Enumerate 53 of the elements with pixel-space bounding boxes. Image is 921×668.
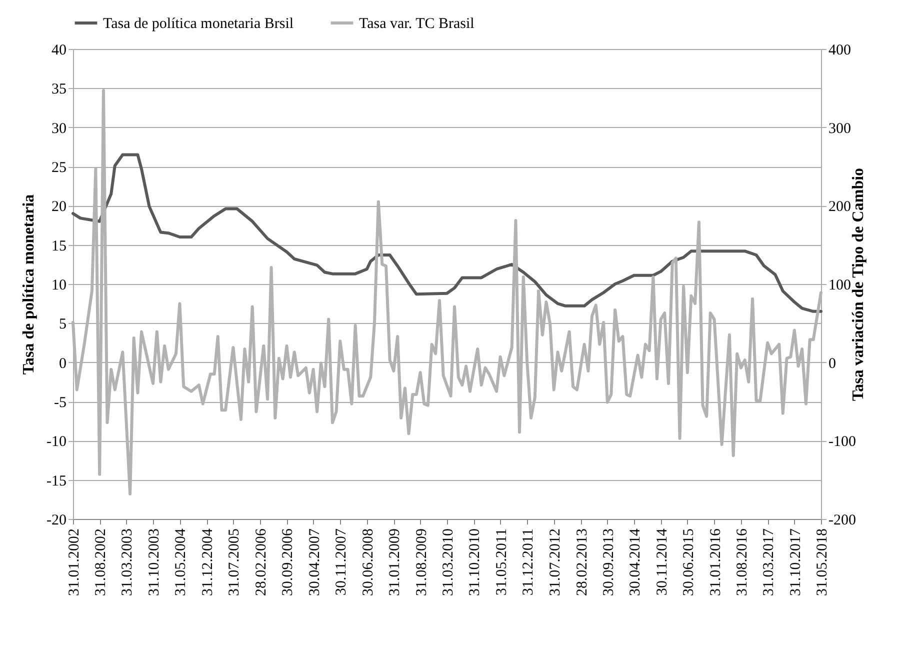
x-tick-label: 30.11.2007 xyxy=(334,528,350,596)
x-tick-label: 30.11.2014 xyxy=(654,528,670,596)
x-tick-label: 31.12.2011 xyxy=(520,528,537,596)
x-tick-label: 30.06.2015 xyxy=(680,528,697,596)
x-tick-label: 31.01.2009 xyxy=(387,528,404,596)
x-tick-label: 31.01.2002 xyxy=(66,528,82,596)
y-tick-label: 5 xyxy=(59,316,66,333)
x-tick-label: 31.07.2012 xyxy=(547,528,564,596)
y-tick-label: -10 xyxy=(46,434,66,450)
x-tick-label: 30.04.2007 xyxy=(306,528,323,596)
y2-tick-label: 400 xyxy=(828,42,851,58)
y-tick-label: -5 xyxy=(54,395,66,411)
x-tick-label: 31.03.2003 xyxy=(120,528,136,596)
x-tick-label: 31.03.2010 xyxy=(440,528,456,596)
y-tick-label: 40 xyxy=(52,42,66,58)
x-tick-label: 31.03.2017 xyxy=(761,528,778,596)
x-tick-label: 30.09.2013 xyxy=(600,528,617,596)
x-tick-label: 31.05.2018 xyxy=(814,528,830,596)
y-tick-label: -15 xyxy=(46,473,66,490)
y2-axis-title: Tasa variación de Tipo de Cambio xyxy=(850,168,867,402)
x-tick-label: 31.10.2003 xyxy=(146,528,163,596)
x-tick-label: 31.08.2009 xyxy=(414,528,430,596)
x-tick-label: 30.04.2014 xyxy=(628,528,644,596)
legend-label: Tasa de política monetaria Brsil xyxy=(103,16,294,32)
y-tick-label: 15 xyxy=(52,238,66,254)
x-tick-label: 31.12.2004 xyxy=(200,528,216,596)
x-tick-label: 31.05.2004 xyxy=(173,528,190,596)
x-tick-label: 28.02.2006 xyxy=(254,528,270,596)
y-tick-label: 20 xyxy=(52,199,66,216)
y2-tick-label: 200 xyxy=(828,199,851,216)
x-tick-label: 31.10.2010 xyxy=(467,528,484,596)
y-tick-label: 10 xyxy=(52,278,66,294)
x-tick-label: 31.10.2017 xyxy=(788,528,804,596)
y2-tick-label: -200 xyxy=(828,512,856,528)
y-axis-title: Tasa de política monetaria xyxy=(20,194,38,375)
x-tick-label: 31.01.2016 xyxy=(708,528,724,596)
y2-tick-label: 300 xyxy=(828,120,851,137)
x-tick-label: 31.08.2002 xyxy=(93,528,110,596)
x-tick-label: 31.07.2005 xyxy=(226,528,243,596)
y-tick-label: 35 xyxy=(52,82,66,98)
y2-tick-label: 100 xyxy=(828,278,851,294)
x-tick-label: 30.09.2006 xyxy=(280,528,296,596)
y2-tick-label: -100 xyxy=(828,434,856,450)
y-tick-label: 25 xyxy=(52,160,66,176)
x-tick-label: 31.05.2011 xyxy=(494,528,510,596)
y-tick-label: 0 xyxy=(59,356,66,372)
y-tick-label: 30 xyxy=(52,120,66,137)
y2-tick-label: 0 xyxy=(828,356,836,372)
x-tick-label: 31.08.2016 xyxy=(734,528,750,596)
x-tick-label: 30.06.2008 xyxy=(360,528,376,596)
legend-label: Tasa var. TC Brasil xyxy=(359,16,474,32)
x-tick-label: 28.02.2013 xyxy=(574,528,590,596)
y-tick-label: -20 xyxy=(46,512,66,528)
